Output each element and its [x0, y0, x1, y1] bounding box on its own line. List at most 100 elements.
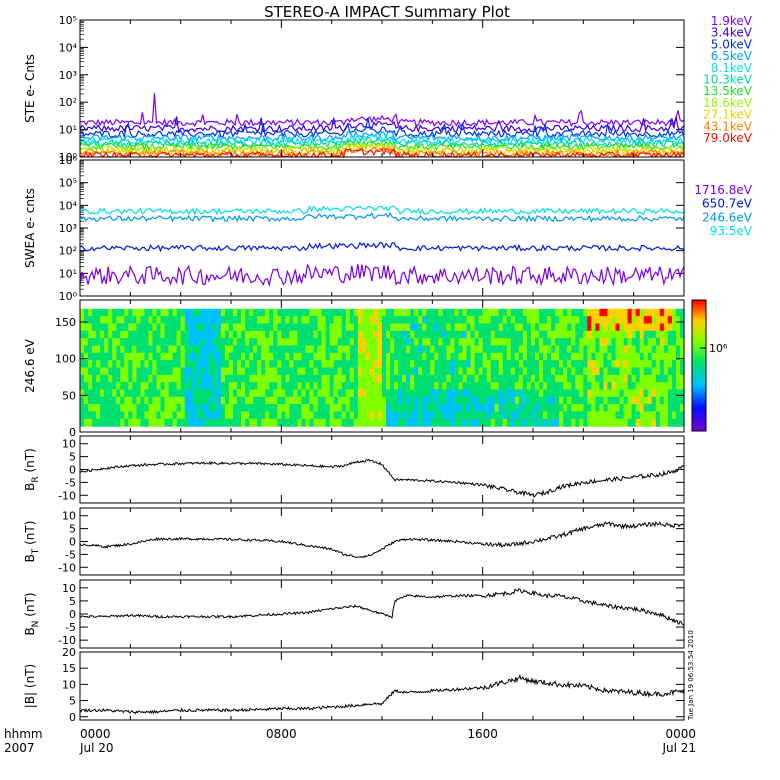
ytick-label-br: 0	[69, 464, 76, 477]
heatmap-cell	[619, 404, 625, 413]
trace-bn	[79, 588, 685, 627]
heatmap-cell	[116, 418, 121, 427]
ylabel-swea: SWEA e- cnts	[23, 188, 37, 268]
legend-swea-2: 246.6eV	[702, 210, 753, 224]
heatmap-cell	[498, 411, 504, 420]
heatmap-cell	[679, 374, 685, 383]
heatmap-cell	[526, 330, 532, 339]
heatmap-cell	[224, 323, 230, 332]
heatmap-cell	[643, 330, 649, 339]
heatmap-cell	[88, 396, 93, 405]
heatmap-cell	[92, 308, 97, 317]
ytick-label-bn: -5	[65, 621, 76, 634]
heatmap-cell	[386, 316, 391, 325]
heatmap-cell	[365, 330, 371, 339]
heatmap-cell	[136, 338, 141, 347]
heatmap-cell	[152, 374, 158, 383]
heatmap-cell	[341, 345, 347, 354]
heatmap-cell	[313, 323, 319, 332]
heatmap-cell	[382, 360, 387, 369]
heatmap-cell	[526, 382, 532, 391]
heatmap-cell	[663, 411, 669, 420]
heatmap-cell	[402, 382, 407, 391]
heatmap-cell	[220, 330, 226, 339]
heatmap-cell	[237, 404, 242, 413]
heatmap-cell	[273, 418, 278, 427]
heatmap-cell	[253, 404, 258, 413]
heatmap-cell	[333, 308, 339, 317]
heatmap-cell	[414, 418, 419, 427]
heatmap-cell	[148, 411, 154, 420]
heatmap-cell	[261, 404, 266, 413]
heatmap-cell	[172, 418, 178, 427]
heatmap-cell	[120, 404, 125, 413]
heatmap-cell	[349, 382, 355, 391]
heatmap-cell	[478, 411, 484, 420]
heatmap-cell	[398, 396, 403, 405]
heatmap-cell	[261, 345, 266, 354]
heatmap-cell	[285, 367, 290, 376]
heatmap-cell	[611, 338, 617, 347]
heatmap-cell	[551, 396, 556, 405]
heatmap-cell	[168, 360, 174, 369]
heatmap-cell	[116, 396, 121, 405]
heatmap-cell	[297, 396, 303, 405]
heatmap-cell	[168, 374, 174, 383]
heatmap-cell	[506, 411, 512, 420]
heatmap-cell	[104, 418, 109, 427]
heatmap-cell	[116, 345, 121, 354]
heatmap-cell	[579, 374, 584, 383]
heatmap-cell	[679, 330, 685, 339]
heatmap-cell	[237, 345, 242, 354]
heatmap-cell	[623, 382, 629, 391]
heatmap-cell	[112, 323, 117, 332]
heatmap-cell	[128, 308, 133, 317]
heatmap-cell	[116, 316, 121, 325]
heatmap-cell	[80, 330, 85, 339]
heatmap-cell	[603, 360, 609, 369]
heatmap-cell	[317, 382, 323, 391]
heatmap-cell	[555, 382, 560, 391]
heatmap-cell	[502, 374, 508, 383]
heatmap-cell	[140, 418, 146, 427]
heatmap-cell	[176, 418, 182, 427]
heatmap-cell	[567, 338, 572, 347]
heatmap-cell	[297, 360, 303, 369]
heatmap-cell	[233, 396, 238, 405]
heatmap-cell	[655, 323, 661, 332]
heatmap-cell	[196, 360, 202, 369]
heatmap-cell	[373, 374, 379, 383]
heatmap-cell	[591, 323, 597, 332]
heatmap-cell	[108, 374, 113, 383]
heatmap-cell	[595, 323, 601, 332]
heatmap-cell	[104, 308, 109, 317]
heatmap-cell	[651, 323, 657, 332]
heatmap-cell	[200, 308, 206, 317]
heatmap-cell	[253, 316, 258, 325]
legend-ste-8: 27.1keV	[703, 108, 753, 122]
heatmap-cell	[152, 338, 158, 347]
ytick-label-pad: 150	[55, 316, 76, 329]
heatmap-cell	[567, 323, 572, 332]
colorbar-label: 10⁶	[709, 342, 728, 355]
heatmap-cell	[313, 389, 319, 398]
heatmap-cell	[224, 360, 230, 369]
heatmap-cell	[237, 338, 242, 347]
heatmap-cell	[623, 396, 629, 405]
heatmap-cell	[180, 411, 186, 420]
heatmap-cell	[390, 345, 395, 354]
heatmap-cell	[120, 411, 125, 420]
heatmap-cell	[365, 316, 371, 325]
heatmap-cell	[571, 389, 576, 398]
heatmap-cell	[369, 316, 375, 325]
heatmap-cell	[442, 360, 448, 369]
heatmap-cell	[156, 352, 162, 361]
heatmap-cell	[579, 323, 584, 332]
heatmap-cell	[579, 308, 584, 317]
heatmap-cell	[567, 382, 572, 391]
heatmap-cell	[623, 330, 629, 339]
heatmap-cell	[309, 411, 315, 420]
heatmap-cell	[454, 418, 460, 427]
heatmap-cell	[216, 382, 222, 391]
heatmap-cell	[265, 404, 270, 413]
